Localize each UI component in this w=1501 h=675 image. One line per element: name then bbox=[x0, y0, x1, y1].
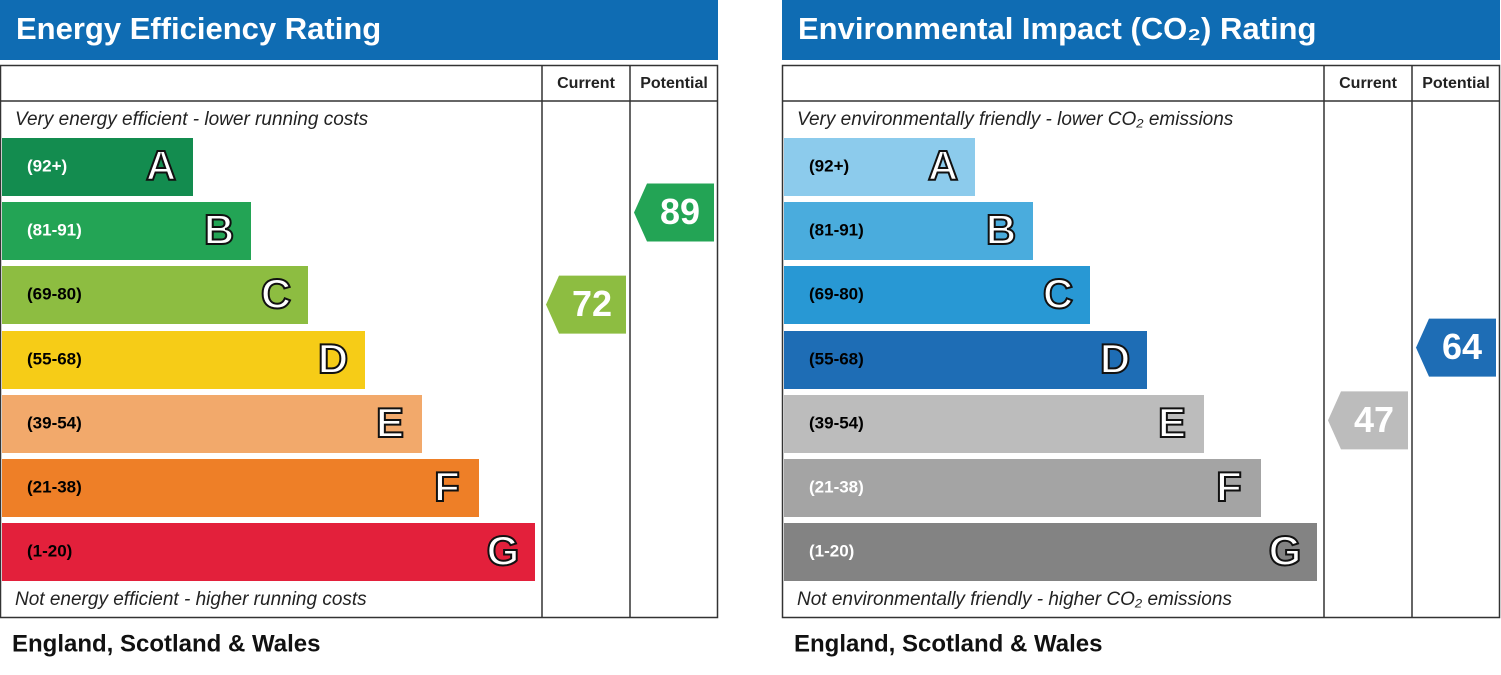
band-letter: G bbox=[1269, 527, 1302, 574]
title: Environmental Impact (CO₂) Rating bbox=[798, 11, 1316, 46]
band-range: (55-68) bbox=[27, 349, 82, 368]
band-bar bbox=[2, 202, 251, 260]
band-bar bbox=[784, 459, 1261, 517]
band-range: (92+) bbox=[27, 156, 67, 175]
band-bar bbox=[2, 331, 365, 389]
band-range: (92+) bbox=[809, 156, 849, 175]
column-header: Current bbox=[1339, 75, 1397, 92]
band-letter: E bbox=[376, 399, 404, 446]
rating-arrow bbox=[1328, 391, 1408, 450]
rating-value: 64 bbox=[1442, 326, 1482, 367]
band-letter: D bbox=[1100, 335, 1130, 382]
rating-arrow bbox=[634, 183, 714, 242]
rating-value: 89 bbox=[660, 191, 700, 232]
band-letter: G bbox=[487, 527, 520, 574]
band-range: (55-68) bbox=[809, 349, 864, 368]
band-range: (1-20) bbox=[27, 541, 72, 560]
band-bar bbox=[784, 331, 1147, 389]
footer: England, Scotland & Wales bbox=[12, 630, 320, 657]
rating-arrow bbox=[1416, 318, 1496, 377]
band-bar bbox=[784, 266, 1090, 324]
band-letter: C bbox=[1043, 270, 1073, 317]
band-bar bbox=[2, 523, 535, 581]
title-bar bbox=[782, 0, 1500, 60]
band-range: (81-91) bbox=[27, 220, 82, 239]
band-bar bbox=[784, 202, 1033, 260]
title: Energy Efficiency Rating bbox=[16, 11, 381, 46]
band-bar bbox=[2, 266, 308, 324]
column-header: Potential bbox=[1422, 75, 1490, 92]
band-letter: E bbox=[1158, 399, 1186, 446]
band-range: (1-20) bbox=[809, 541, 854, 560]
band-range: (69-80) bbox=[27, 284, 82, 303]
band-letter: A bbox=[928, 142, 958, 189]
band-letter: F bbox=[1216, 463, 1242, 510]
title-bar bbox=[0, 0, 718, 60]
band-bar bbox=[2, 459, 479, 517]
band-letter: B bbox=[204, 206, 234, 253]
rating-arrow bbox=[546, 275, 626, 334]
band-bar bbox=[784, 138, 975, 196]
band-letter: A bbox=[146, 142, 176, 189]
band-letter: D bbox=[318, 335, 348, 382]
band-letter: C bbox=[261, 270, 291, 317]
band-letter: F bbox=[434, 463, 460, 510]
rating-value: 47 bbox=[1354, 399, 1394, 440]
band-letter: B bbox=[986, 206, 1016, 253]
bottom-note: Not environmentally friendly - higher CO… bbox=[797, 589, 1232, 610]
band-range: (81-91) bbox=[809, 220, 864, 239]
rating-value: 72 bbox=[572, 283, 612, 324]
band-range: (21-38) bbox=[809, 477, 864, 496]
top-note: Very environmentally friendly - lower CO… bbox=[797, 109, 1234, 130]
bottom-note: Not energy efficient - higher running co… bbox=[15, 589, 367, 610]
band-bar bbox=[784, 395, 1204, 453]
band-range: (39-54) bbox=[27, 413, 82, 432]
band-range: (69-80) bbox=[809, 284, 864, 303]
band-range: (21-38) bbox=[27, 477, 82, 496]
top-note: Very energy efficient - lower running co… bbox=[15, 109, 369, 130]
band-bar bbox=[2, 138, 193, 196]
band-range: (39-54) bbox=[809, 413, 864, 432]
column-header: Potential bbox=[640, 75, 708, 92]
band-bar bbox=[784, 523, 1317, 581]
column-header: Current bbox=[557, 75, 615, 92]
footer: England, Scotland & Wales bbox=[794, 630, 1102, 657]
band-bar bbox=[2, 395, 422, 453]
